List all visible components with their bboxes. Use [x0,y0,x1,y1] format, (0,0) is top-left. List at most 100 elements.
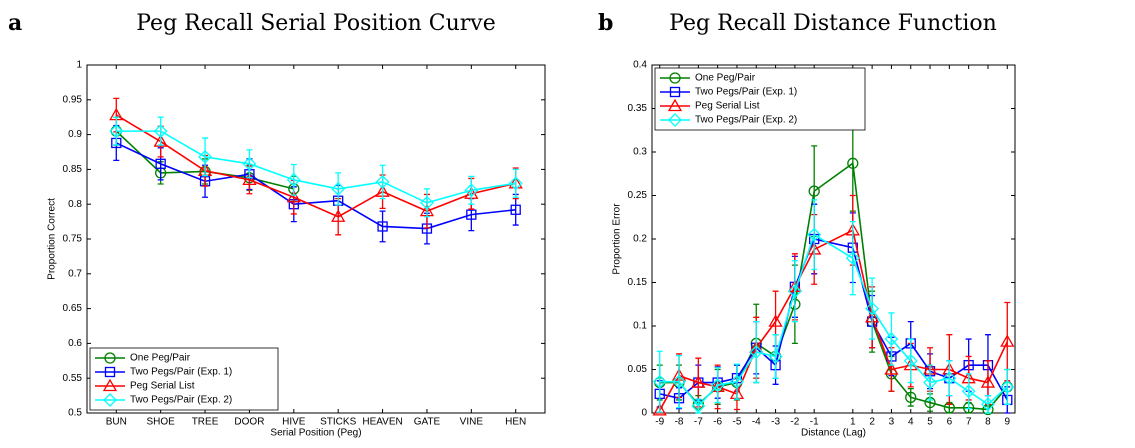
x-tick-label: STICKS [320,417,356,428]
legend-label: Two Pegs/Pair (Exp. 2) [695,115,797,126]
y-tick-label: 0 [641,408,647,419]
marker [464,183,479,198]
x-tick-label: -7 [694,417,703,428]
marker [845,251,860,266]
error-bar [676,354,683,409]
marker [510,204,521,215]
y-tick-label: 0.3 [633,147,647,158]
error-bar [791,260,798,323]
error-bar [246,149,253,179]
x-tick-label: HEN [505,417,526,428]
error-bar [965,373,972,410]
series-line [115,114,516,218]
y-tick-label: 1 [76,60,82,71]
x-tick-label: BUN [106,417,127,428]
error-bar [849,220,856,296]
error-bar [379,164,386,200]
marker [691,399,706,413]
series-line [115,142,516,230]
marker [672,374,686,389]
y-tick-label: 0.65 [63,303,83,314]
x-tick-label: DOOR [234,417,264,428]
x-tick-label: -6 [713,417,722,428]
y-tick-label: 0.95 [63,94,83,105]
legend-marker [667,98,683,112]
x-tick-label: 8 [985,417,991,428]
error-bar [753,321,760,384]
marker [153,134,168,147]
marker [923,375,937,390]
marker [198,149,212,164]
y-tick-label: 0.15 [628,277,648,288]
error-bar [927,364,934,401]
y-tick-label: 0.5 [68,408,82,419]
marker [286,172,301,187]
legend-marker [104,366,116,378]
x-tick-label: 3 [889,417,895,428]
y-tick-label: 0.55 [63,373,83,384]
marker [466,209,477,220]
x-tick-label: -8 [675,417,684,428]
y-tick-label: 0.75 [63,234,83,245]
error-bar [113,116,120,146]
error-bar [157,116,164,146]
marker [847,157,859,169]
error-bar [946,360,953,397]
chart-title: Peg Recall Distance Function [669,11,997,36]
marker [710,378,725,393]
legend-marker [669,72,681,84]
legend-label: Two Pegs/Pair (Exp. 1) [130,367,232,378]
legend-marker [668,113,682,127]
marker [691,375,706,388]
x-tick-label: 4 [908,417,914,428]
marker [768,349,783,364]
y-tick-label: 0.7 [68,268,82,279]
marker [903,353,918,368]
legend-label: Peg Serial List [130,381,195,392]
marker [420,195,434,210]
x-tick-label: -1 [810,417,819,428]
y-tick-label: 0.9 [68,129,82,140]
x-tick-label: HEAVEN [362,417,402,428]
x-tick-label: -3 [771,417,780,428]
legend-label: One Peg/Pair [130,353,191,364]
y-tick-label: 0.05 [628,364,648,375]
error-bar [733,363,740,400]
x-tick-label: HIVE [282,417,306,428]
marker [981,397,995,412]
error-bar [423,188,430,218]
marker [331,209,346,222]
error-bar [290,163,297,196]
marker [807,227,822,242]
marker [942,371,957,386]
y-tick-label: 0.85 [63,164,83,175]
y-axis-label: Proportion Error [612,203,623,275]
marker [884,332,899,346]
marker [808,185,820,197]
marker [652,403,667,416]
legend-label: Two Pegs/Pair (Exp. 2) [130,395,232,406]
marker [768,314,783,327]
error-bar [335,172,342,206]
marker [884,362,899,375]
marker [865,301,880,316]
y-tick-label: 0.6 [68,338,82,349]
chart-title: Peg Recall Serial Position Curve [136,11,496,36]
marker [508,176,523,191]
x-tick-label: GATE [414,417,441,428]
y-tick-label: 0.2 [633,234,647,245]
x-tick-label: 6 [947,417,953,428]
y-tick-label: 0.25 [628,190,648,201]
y-axis-label: Proportion Correct [47,198,58,280]
marker [375,175,390,189]
panel-label: b [598,10,613,36]
series-line [116,130,516,204]
x-tick-label: -5 [733,417,742,428]
error-bar [512,168,519,198]
error-bar [1004,368,1011,405]
y-tick-label: 0.35 [628,103,648,114]
marker [787,284,802,299]
legend-label: One Peg/Pair [695,73,756,84]
y-tick-label: 0.1 [633,321,647,332]
y-tick-label: 0.8 [68,199,82,210]
